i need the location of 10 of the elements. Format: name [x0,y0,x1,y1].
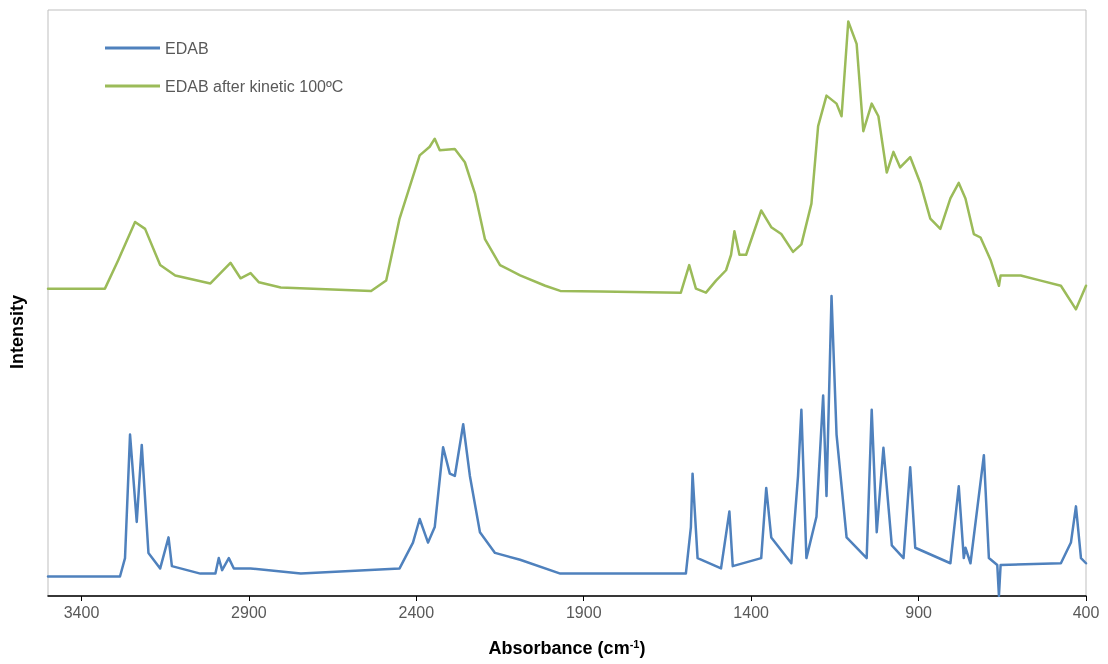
x-tick-label: 1900 [565,603,602,621]
x-tick-label: 2400 [398,603,435,621]
x-tick-label: 400 [1072,603,1100,621]
x-tick-label: 3400 [63,603,100,621]
legend-label: EDAB after kinetic 100ºC [165,77,344,95]
legend-label: EDAB [165,39,209,57]
x-tick-label: 1400 [733,603,770,621]
y-axis-title: Intensity [7,294,27,370]
x-tick-label: 900 [905,603,933,621]
x-tick-label: 2900 [231,603,267,621]
